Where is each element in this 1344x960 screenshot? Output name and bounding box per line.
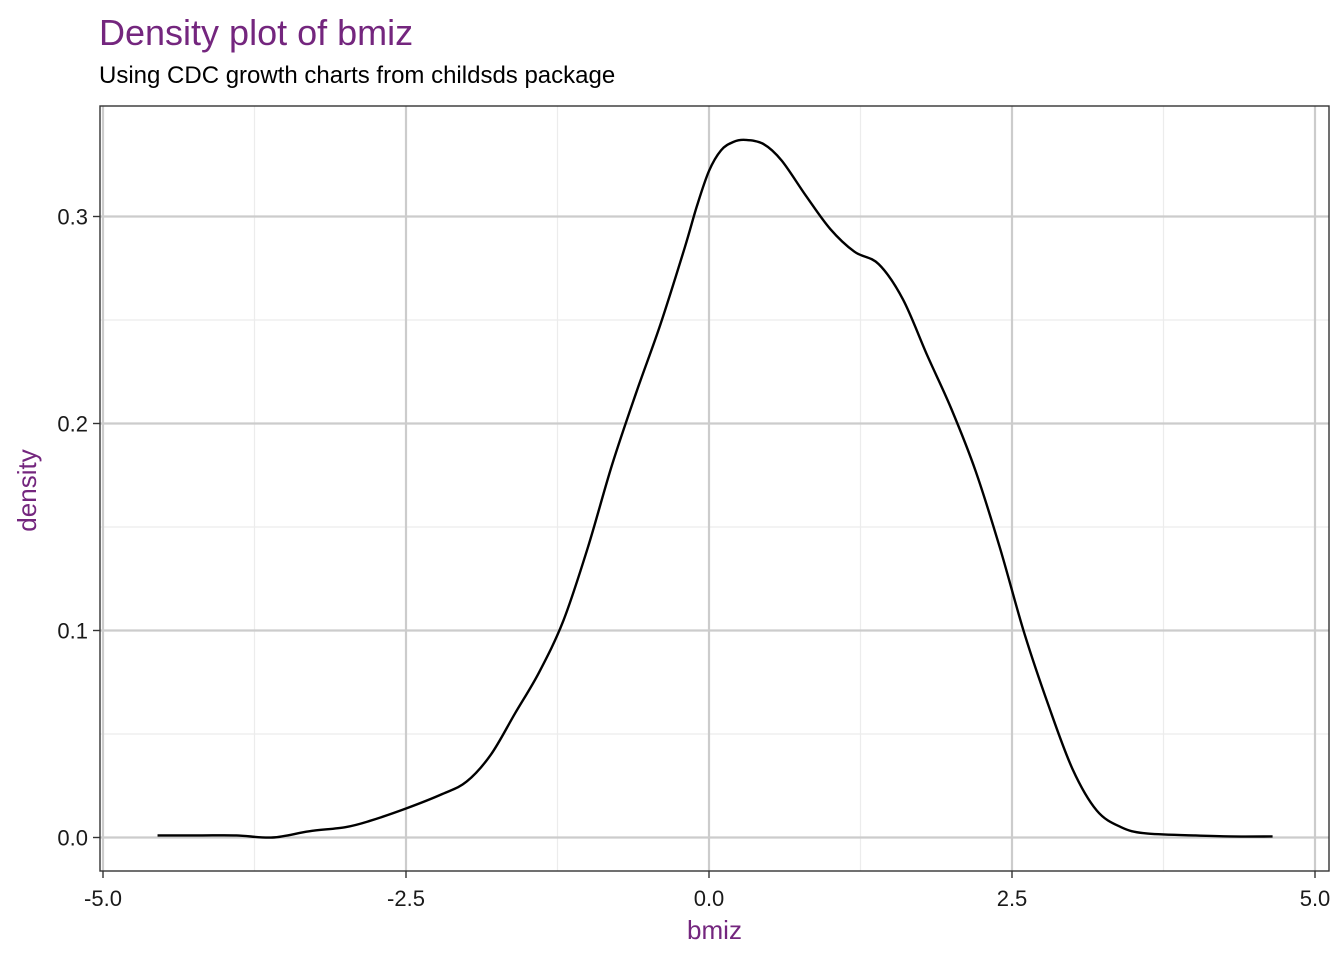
x-tick-label: -2.5 <box>387 886 425 911</box>
y-tick-labels: 0.0 0.1 0.2 0.3 <box>57 205 88 851</box>
density-line <box>157 138 1273 839</box>
x-tick-label: -5.0 <box>84 886 122 911</box>
major-gridlines <box>100 106 1329 871</box>
chart-subtitle: Using CDC growth charts from childsds pa… <box>99 62 616 89</box>
axis-ticks <box>93 215 1316 878</box>
panel-border <box>99 105 1330 872</box>
y-axis-title: density <box>12 449 42 531</box>
x-tick-labels: -5.0 -2.5 0.0 2.5 5.0 <box>84 886 1330 911</box>
y-tick-label: 0.3 <box>57 205 88 230</box>
x-tick-label: 0.0 <box>694 886 725 911</box>
x-axis-title: bmiz <box>687 915 742 945</box>
x-tick-label: 5.0 <box>1300 886 1331 911</box>
x-tick-label: 2.5 <box>997 886 1028 911</box>
minor-gridlines <box>100 106 1329 871</box>
series-layer <box>157 138 1273 839</box>
y-tick-label: 0.0 <box>57 826 88 851</box>
y-tick-label: 0.1 <box>57 619 88 644</box>
y-tick-label: 0.2 <box>57 412 88 437</box>
chart-title: Density plot of bmiz <box>99 12 414 53</box>
